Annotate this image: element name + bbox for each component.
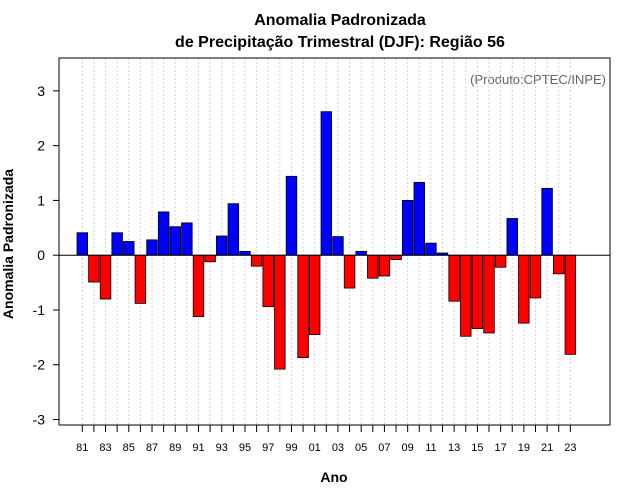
credit-text: (Produto:CPTEC/INPE) — [470, 72, 606, 87]
bar-05 — [355, 250, 367, 256]
bar-20 — [529, 254, 542, 299]
bar-95 — [239, 250, 251, 256]
bar-19 — [518, 254, 530, 324]
bar-10 — [413, 181, 425, 256]
bar-04 — [343, 254, 356, 289]
xtick-label-97: 97 — [262, 442, 274, 454]
bar-21 — [541, 187, 553, 256]
xtick-label-05: 05 — [355, 442, 367, 454]
xtick-label-19: 19 — [518, 442, 530, 454]
ytick-label-0: 0 — [37, 247, 45, 263]
xtick-label-91: 91 — [192, 442, 204, 454]
bar-22 — [553, 254, 565, 275]
xtick-label-03: 03 — [332, 442, 344, 454]
bar-17 — [494, 254, 507, 268]
xtick-label-07: 07 — [378, 442, 390, 454]
xtick-label-95: 95 — [239, 442, 251, 454]
bar-08 — [390, 254, 402, 260]
ytick-label--2: -2 — [33, 357, 46, 373]
xtick-label-85: 85 — [123, 442, 135, 454]
xtick-label-83: 83 — [99, 442, 111, 454]
bar-03 — [332, 236, 344, 256]
xtick-label-13: 13 — [448, 442, 460, 454]
xtick-label-01: 01 — [309, 442, 321, 454]
bar-88 — [157, 211, 170, 256]
bar-11 — [425, 242, 437, 256]
bar-81 — [76, 232, 89, 256]
bar-02 — [320, 111, 333, 256]
bar-23 — [564, 254, 577, 355]
xtick-label-17: 17 — [494, 442, 506, 454]
plot-frame — [58, 57, 611, 426]
bar-91 — [192, 254, 205, 317]
y-axis-label: Anomalia Padronizada — [0, 169, 16, 319]
xtick-label-93: 93 — [216, 442, 228, 454]
bar-18 — [506, 218, 518, 256]
bar-16 — [483, 254, 495, 334]
bar-83 — [99, 254, 112, 300]
bar-93 — [216, 235, 228, 256]
bar-97 — [262, 254, 274, 308]
ytick-label--3: -3 — [33, 412, 46, 428]
xtick-label-81: 81 — [76, 442, 88, 454]
chart-title-line-2: de Precipitação Trimestral (DJF): Região… — [175, 34, 505, 51]
bar-15 — [471, 254, 484, 329]
bar-01 — [308, 254, 321, 336]
bar-07 — [378, 254, 391, 277]
bar-06 — [367, 254, 379, 279]
xtick-label-11: 11 — [425, 442, 436, 454]
bar-98 — [274, 254, 286, 370]
bar-99 — [285, 175, 298, 256]
bar-94 — [227, 203, 240, 256]
bar-14 — [460, 254, 472, 337]
ytick-label-2: 2 — [37, 138, 45, 154]
xtick-label-87: 87 — [146, 442, 158, 454]
bar-96 — [250, 254, 263, 267]
xtick-label-89: 89 — [169, 442, 181, 454]
bar-85 — [123, 241, 135, 256]
ytick-label-3: 3 — [37, 83, 45, 99]
chart-title-line-1: Anomalia Padronizada — [254, 12, 426, 29]
xtick-label-09: 09 — [402, 442, 414, 454]
ytick-label-1: 1 — [37, 192, 45, 208]
bar-00 — [297, 254, 309, 359]
xtick-label-99: 99 — [285, 442, 297, 454]
xtick-label-15: 15 — [471, 442, 483, 454]
bar-09 — [401, 200, 414, 256]
vertical-gridlines — [81, 58, 571, 425]
bar-92 — [204, 254, 216, 263]
bar-84 — [111, 232, 123, 256]
xtick-label-21: 21 — [541, 442, 553, 454]
bar-86 — [134, 254, 147, 304]
ytick-label--1: -1 — [33, 302, 46, 318]
bar-90 — [181, 222, 193, 256]
xtick-label-23: 23 — [564, 442, 576, 454]
bar-87 — [146, 239, 158, 256]
bar-82 — [88, 254, 100, 283]
bar-89 — [169, 226, 181, 256]
bar-13 — [448, 254, 460, 302]
bars — [76, 111, 577, 370]
y-axis-ticks: -3 -2 -1 0 1 2 3 — [33, 83, 59, 428]
x-axis-ticks: 81 83 85 87 89 91 93 95 97 99 01 03 05 07 09 11 13 15 17 19… — [76, 425, 576, 454]
x-axis-label: Ano — [320, 469, 347, 485]
